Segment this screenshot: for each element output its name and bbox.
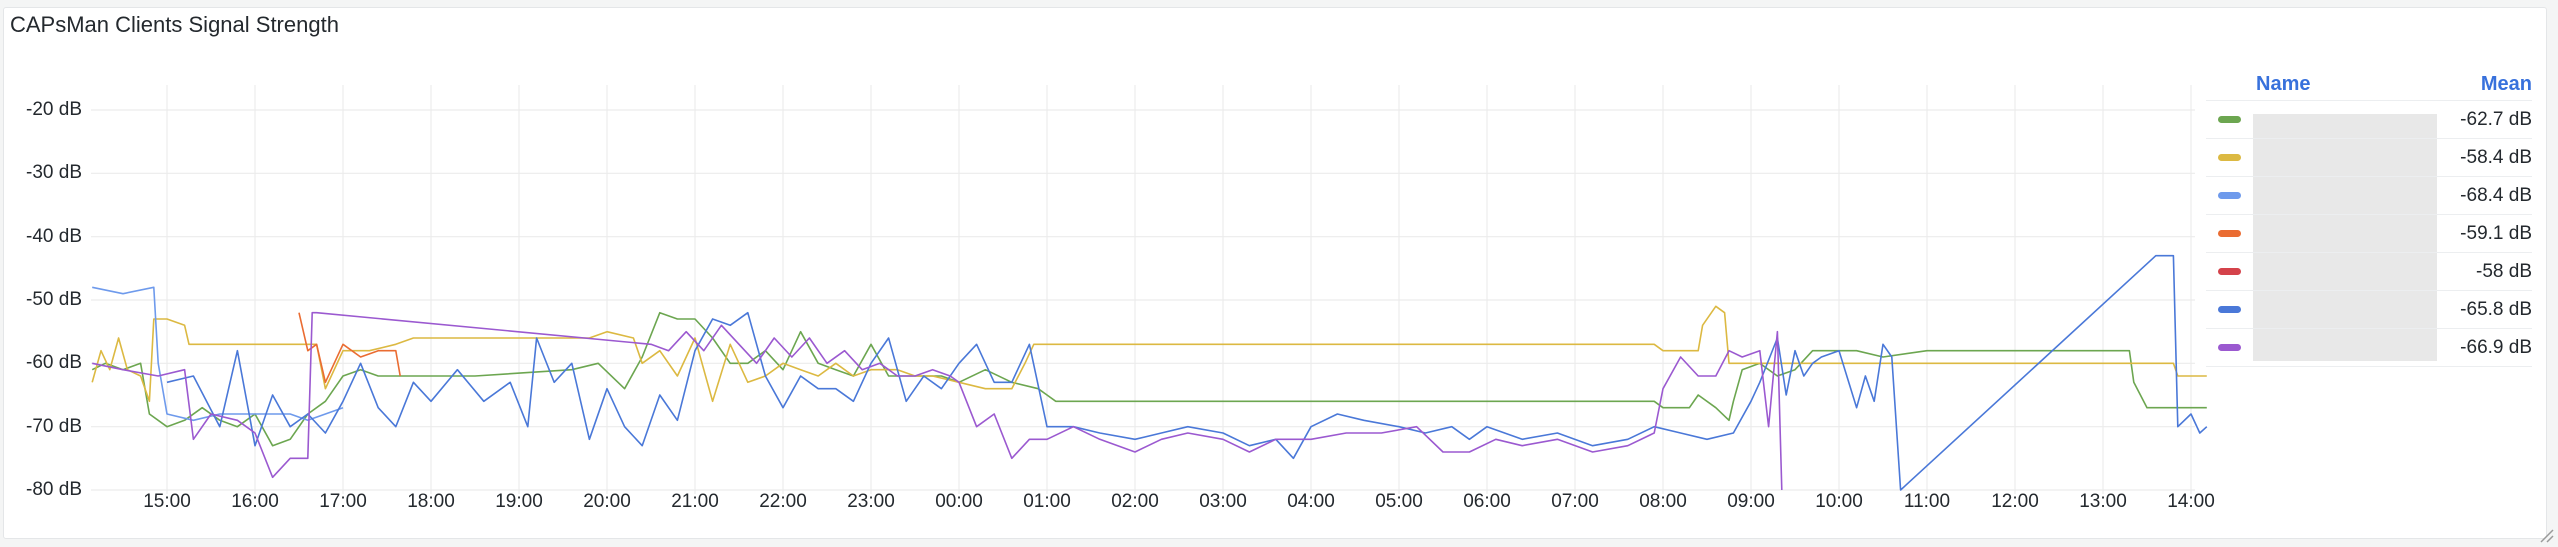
- legend-color-swatch-icon[interactable]: [2218, 154, 2241, 161]
- x-tick-label: 04:00: [1287, 491, 1335, 512]
- legend-item[interactable]: -62.7 dB: [2206, 101, 2532, 139]
- x-tick-label: 19:00: [495, 491, 543, 512]
- resize-handle-icon[interactable]: [2538, 527, 2554, 543]
- legend-color-swatch-icon[interactable]: [2218, 116, 2241, 123]
- series-line[interactable]: [91, 311, 2207, 447]
- series-line[interactable]: [91, 305, 2207, 403]
- x-tick-label: 20:00: [583, 491, 631, 512]
- legend-color-swatch-icon[interactable]: [2218, 268, 2241, 275]
- legend-mean-value: -58.4 dB: [2460, 147, 2532, 168]
- y-tick-label: -60 dB: [26, 352, 82, 374]
- x-tick-label: 00:00: [935, 491, 983, 512]
- y-tick-label: -40 dB: [26, 225, 82, 247]
- legend-item[interactable]: -59.1 dB: [2206, 215, 2532, 253]
- panel-title[interactable]: CAPsMan Clients Signal Strength: [10, 12, 339, 37]
- x-tick-label: 13:00: [2079, 491, 2127, 512]
- y-tick-label: -70 dB: [26, 415, 82, 437]
- x-tick-label: 01:00: [1023, 491, 1071, 512]
- legend-mean-value: -62.7 dB: [2460, 109, 2532, 130]
- legend-color-swatch-icon[interactable]: [2218, 192, 2241, 199]
- legend-item[interactable]: -58 dB: [2206, 253, 2532, 291]
- y-tick-label: -30 dB: [26, 162, 82, 184]
- series-line[interactable]: [92, 311, 1783, 491]
- x-tick-label: 12:00: [1991, 491, 2039, 512]
- legend-mean-value: -59.1 dB: [2460, 223, 2532, 244]
- x-tick-label: 10:00: [1815, 491, 1863, 512]
- x-tick-label: 22:00: [759, 491, 807, 512]
- legend-name-header[interactable]: Name: [2256, 73, 2311, 95]
- y-tick-label: -20 dB: [26, 99, 82, 120]
- legend-color-swatch-icon[interactable]: [2218, 230, 2241, 237]
- x-tick-label: 14:00: [2167, 491, 2215, 512]
- x-tick-label: 06:00: [1463, 491, 1511, 512]
- panel: [3, 7, 2547, 539]
- series-line[interactable]: [92, 286, 344, 422]
- legend-header: Name Mean: [2206, 68, 2532, 101]
- x-tick-label: 17:00: [319, 491, 367, 512]
- x-tick-label: 07:00: [1551, 491, 1599, 512]
- legend-mean-value: -58 dB: [2476, 261, 2532, 282]
- y-tick-label: -50 dB: [26, 289, 82, 310]
- legend-item[interactable]: -58.4 dB: [2206, 139, 2532, 177]
- x-tick-label: 08:00: [1639, 491, 1687, 512]
- legend-color-swatch-icon[interactable]: [2218, 306, 2241, 313]
- legend-mean-value: -68.4 dB: [2460, 185, 2532, 206]
- legend-names-redacted: [2253, 114, 2437, 361]
- x-tick-label: 02:00: [1111, 491, 1159, 512]
- x-tick-label: 09:00: [1727, 491, 1775, 512]
- x-tick-label: 03:00: [1199, 491, 1247, 512]
- x-tick-label: 18:00: [407, 491, 455, 512]
- legend-color-swatch-icon[interactable]: [2218, 344, 2241, 351]
- x-tick-label: 16:00: [231, 491, 279, 512]
- y-tick-label: -80 dB: [26, 479, 82, 500]
- x-tick-label: 23:00: [847, 491, 895, 512]
- x-tick-label: 11:00: [1903, 491, 1951, 512]
- x-tick-label: 21:00: [671, 491, 719, 512]
- series-line[interactable]: [166, 254, 2208, 491]
- legend-mean-header[interactable]: Mean: [2480, 73, 2532, 95]
- x-tick-label: 15:00: [143, 491, 191, 512]
- series-line[interactable]: [298, 312, 401, 384]
- legend-item[interactable]: -66.9 dB: [2206, 329, 2532, 367]
- legend-mean-value: -65.8 dB: [2460, 299, 2532, 320]
- legend-item[interactable]: -68.4 dB: [2206, 177, 2532, 215]
- legend: Name Mean -62.7 dB -58.4 dB -68.4 dB -59.1 …: [2206, 68, 2532, 367]
- x-tick-label: 05:00: [1375, 491, 1423, 512]
- legend-mean-value: -66.9 dB: [2460, 337, 2532, 358]
- legend-item[interactable]: -65.8 dB: [2206, 291, 2532, 329]
